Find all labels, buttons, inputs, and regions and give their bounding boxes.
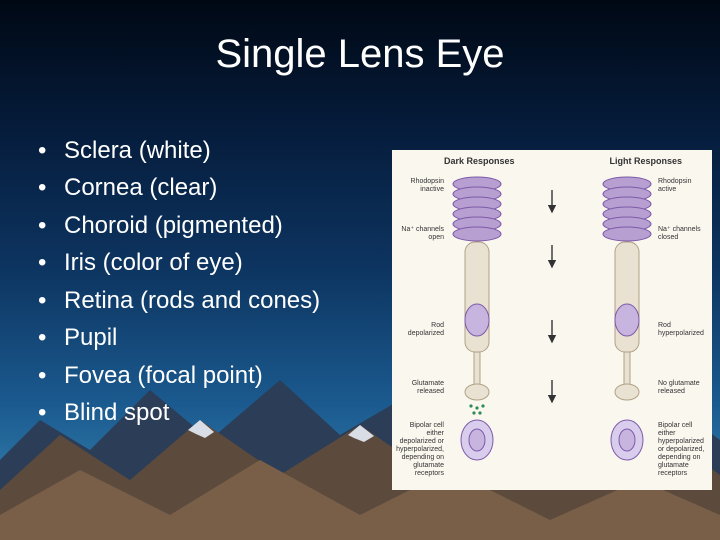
list-item-text: Fovea (focal point) — [64, 357, 263, 394]
bullet-icon: • — [38, 244, 64, 281]
bullet-icon: • — [38, 132, 64, 169]
list-item: •Cornea (clear) — [38, 169, 320, 206]
slide-title: Single Lens Eye — [0, 32, 720, 77]
bullet-icon: • — [38, 319, 64, 356]
list-item: •Fovea (focal point) — [38, 357, 320, 394]
list-item: •Blind spot — [38, 394, 320, 431]
diagram-header-dark: Dark Responses — [444, 156, 515, 166]
rod-cell-dark-icon — [447, 170, 507, 470]
bullet-icon: • — [38, 357, 64, 394]
list-item-text: Pupil — [64, 319, 117, 356]
list-item: •Sclera (white) — [38, 132, 320, 169]
rod-cell-light-icon — [597, 170, 657, 470]
label-rod-hyperpolarized: Rod hyperpolarized — [658, 322, 708, 338]
list-item: •Choroid (pigmented) — [38, 207, 320, 244]
bullet-icon: • — [38, 169, 64, 206]
list-item-text: Cornea (clear) — [64, 169, 217, 206]
label-na-closed: Na⁺ channels closed — [658, 226, 708, 242]
bullet-list: •Sclera (white) •Cornea (clear) •Choroid… — [38, 132, 320, 432]
list-item-text: Sclera (white) — [64, 132, 211, 169]
bullet-icon: • — [38, 207, 64, 244]
label-rhodopsin-active: Rhodopsin active — [658, 178, 708, 194]
label-bipolar-right: Bipolar cell either hyperpolarized or de… — [658, 422, 708, 478]
bullet-icon: • — [38, 394, 64, 431]
label-no-glutamate: No glutamate released — [658, 380, 708, 396]
list-item-text: Retina (rods and cones) — [64, 282, 320, 319]
retina-response-diagram: Dark Responses Light Responses — [392, 150, 712, 490]
list-item: •Iris (color of eye) — [38, 244, 320, 281]
label-rhodopsin-inactive: Rhodopsin inactive — [396, 178, 444, 194]
label-bipolar-left: Bipolar cell either depolarized or hyper… — [396, 422, 444, 478]
list-item-text: Iris (color of eye) — [64, 244, 243, 281]
label-na-open: Na⁺ channels open — [396, 226, 444, 242]
diagram-arrows-icon — [532, 190, 572, 470]
list-item-text: Blind spot — [64, 394, 169, 431]
list-item-text: Choroid (pigmented) — [64, 207, 283, 244]
list-item: •Pupil — [38, 319, 320, 356]
list-item: •Retina (rods and cones) — [38, 282, 320, 319]
diagram-header-light: Light Responses — [609, 156, 682, 166]
label-glutamate-released: Glutamate released — [396, 380, 444, 396]
bullet-icon: • — [38, 282, 64, 319]
label-rod-depolarized: Rod depolarized — [396, 322, 444, 338]
